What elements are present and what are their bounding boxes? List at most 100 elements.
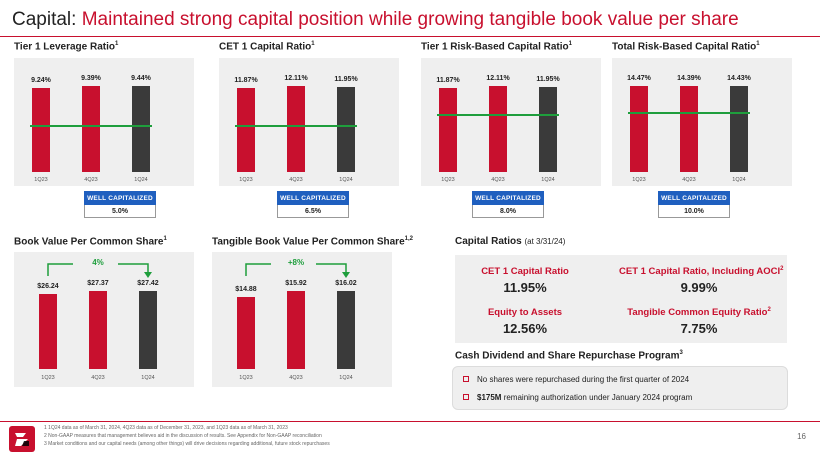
bar-value-label: 11.95% [536, 76, 560, 84]
chart-plot-area: 11.87% 1Q23 12.11% 4Q23 11.95% 1Q24 [219, 58, 399, 186]
ratio-label-text: Equity to Assets [487, 307, 563, 318]
ratio-value: 12.56% [502, 321, 548, 336]
x-tick-label: 4Q23 [289, 177, 303, 183]
bar [132, 86, 150, 172]
bar [89, 291, 107, 369]
ratio-tce: Tangible Common Equity Ratio2 7.75% [619, 307, 779, 336]
bar [539, 87, 557, 172]
well-capitalized-box: Well Capitalized 5.0% [84, 191, 156, 218]
ratio-cet1-aoci: CET 1 Capital Ratio, Including AOCI2 9.9… [619, 266, 784, 296]
ratio-value: 9.99% [680, 280, 718, 296]
chart-title: Tier 1 Risk-Based Capital Ratio1 [421, 41, 572, 52]
x-tick-label: 1Q24 [141, 375, 155, 381]
bar-value-label: 11.87% [234, 76, 258, 84]
footnote-2: 2 Non-GAAP measures that management beli… [44, 433, 322, 439]
ratio-label-text: CET 1 Capital Ratio [481, 266, 569, 277]
bar-value-label: 11.87% [436, 76, 460, 84]
chart-footnote-ref: 1 [568, 41, 572, 47]
page-number: 16 [797, 432, 806, 441]
chart-footnote-ref: 1,2 [404, 236, 413, 242]
bar [680, 86, 698, 172]
bar [439, 87, 457, 172]
chart-plot-area: 9.24% 1Q23 9.39% 4Q23 9.44% 1Q24 [14, 58, 194, 186]
ratio-label-text: Tangible Common Equity Ratio [627, 307, 768, 319]
ratio-label: Tangible Common Equity Ratio2 [619, 307, 779, 318]
bar-value-label: $14.88 [235, 285, 257, 293]
ratio-cet1: CET 1 Capital Ratio 11.95% [445, 266, 605, 295]
dividend-bullet-1: No shares were repurchased during the fi… [463, 375, 689, 384]
footer-divider [0, 421, 820, 422]
ratio-label: CET 1 Capital Ratio, Including AOCI2 [619, 266, 784, 277]
ratio-footnote-ref: 2 [767, 307, 771, 313]
ratio-value: 11.95% [503, 280, 547, 295]
well-capitalized-value: 5.0% [84, 205, 156, 218]
chart-title-text: Tangible Book Value Per Common Share [212, 236, 405, 248]
bar-value-label: 11.95% [334, 76, 358, 84]
chart-plot-area: $14.88 1Q23 $15.92 4Q23 $16.02 1Q24 +8% [212, 252, 392, 387]
bar-value-label: 12.11% [284, 75, 308, 82]
bar-value-label: $27.42 [137, 280, 159, 287]
bar [630, 86, 648, 172]
well-capitalized-threshold-line [235, 124, 357, 127]
chart-title-text: Book Value Per Common Share [14, 236, 164, 248]
chart-title-text: CET 1 Capital Ratio [219, 41, 312, 53]
growth-arrow-icon [245, 263, 350, 278]
well-capitalized-value: 6.5% [277, 205, 349, 218]
x-tick-label: 1Q24 [541, 177, 555, 183]
footnote-1: 1 1Q24 data as of March 31, 2024, 4Q23 d… [44, 425, 288, 431]
growth-arrow-icon [47, 263, 152, 278]
dividend-title: Cash Dividend and Share Repurchase Progr… [455, 350, 683, 361]
chart-footnote-ref: 1 [311, 41, 315, 47]
growth-label: +8% [287, 258, 305, 267]
well-capitalized-label: Well Capitalized [84, 191, 156, 205]
chart-footnote-ref: 1 [163, 236, 167, 242]
bar-value-label: 9.24% [31, 76, 51, 84]
bar [287, 291, 305, 369]
chart-title: Total Risk-Based Capital Ratio1 [612, 41, 760, 52]
checkbox-bullet-icon [463, 376, 469, 382]
well-capitalized-threshold-line [437, 114, 559, 117]
x-tick-label: 1Q24 [339, 177, 353, 183]
chart-plot-area: 14.47% 1Q23 14.39% 4Q23 14.43% 1Q24 [612, 58, 792, 186]
bar [39, 294, 57, 369]
chart-title: CET 1 Capital Ratio1 [219, 41, 315, 52]
well-capitalized-box: Well Capitalized 6.5% [277, 191, 349, 218]
bar-value-label: 12.11% [486, 75, 510, 82]
ratio-label: Equity to Assets [445, 307, 605, 318]
well-capitalized-value: 10.0% [658, 205, 730, 218]
well-capitalized-label: Well Capitalized [658, 191, 730, 205]
bar [139, 291, 157, 369]
dividend-footnote-ref: 3 [679, 350, 683, 356]
bar [237, 296, 255, 369]
capital-ratios-title-text: Capital Ratios [455, 236, 522, 247]
dividend-box: No shares were repurchased during the fi… [452, 366, 788, 410]
title-divider [0, 36, 820, 37]
slide-title-headline: Maintained strong capital position while… [81, 9, 739, 30]
bar-value-label: $26.24 [37, 283, 59, 291]
chart-footnote-ref: 1 [756, 41, 760, 47]
x-tick-label: 1Q23 [441, 177, 455, 183]
x-tick-label: 4Q23 [91, 375, 105, 381]
well-capitalized-box: Well Capitalized 10.0% [658, 191, 730, 218]
x-tick-label: 4Q23 [491, 177, 505, 183]
bar-value-label: $15.92 [285, 280, 307, 288]
x-tick-label: 4Q23 [289, 375, 303, 381]
well-capitalized-value: 8.0% [472, 205, 544, 218]
x-tick-label: 1Q24 [134, 177, 148, 183]
ratio-value: 7.75% [680, 321, 718, 337]
bar [489, 86, 507, 172]
well-capitalized-threshold-line [628, 111, 750, 114]
bar-value-label: $27.37 [87, 280, 109, 288]
slide-title: Capital: Maintained strong capital posit… [12, 9, 739, 31]
chart-title: Tangible Book Value Per Common Share1,2 [212, 236, 413, 247]
dividend-bullet-text: remaining authorization under January 20… [501, 393, 693, 402]
chart-footnote-ref: 1 [114, 41, 119, 47]
x-tick-label: 1Q23 [239, 375, 253, 381]
x-tick-label: 1Q24 [339, 375, 353, 381]
bar-value-label: 9.39% [81, 75, 101, 83]
x-tick-label: 1Q23 [34, 177, 48, 183]
well-capitalized-threshold-line [30, 125, 152, 128]
footnote-3: 3 Market conditions and our capital need… [44, 441, 330, 447]
x-tick-label: 1Q23 [41, 375, 55, 381]
checkbox-bullet-icon [463, 394, 469, 400]
